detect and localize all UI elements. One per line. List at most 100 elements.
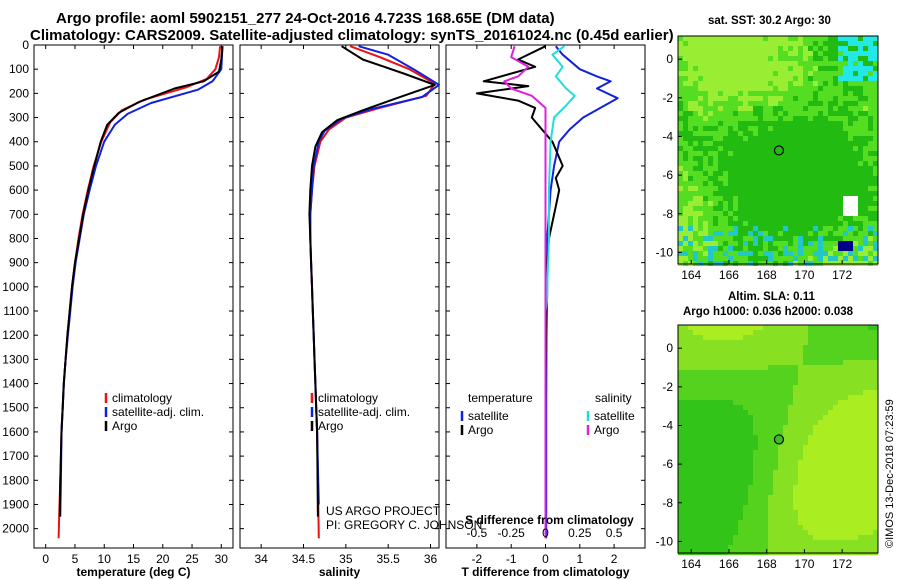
map-cell xyxy=(848,430,853,435)
map-cell xyxy=(798,171,803,176)
map-cell xyxy=(873,71,878,76)
map-cell xyxy=(768,500,773,505)
map-cell xyxy=(818,181,823,186)
map-cell xyxy=(858,365,863,370)
map-cell xyxy=(863,425,868,430)
map-cell xyxy=(858,86,863,91)
map-cell xyxy=(678,375,683,380)
map-cell xyxy=(733,251,738,256)
map-cell xyxy=(853,36,858,41)
map-cell xyxy=(873,395,878,400)
map-cell xyxy=(773,166,778,171)
map-cell xyxy=(853,455,858,460)
map-cell xyxy=(713,440,718,445)
map-cell xyxy=(763,400,768,405)
map-cell xyxy=(823,111,828,116)
map-cell xyxy=(868,510,873,515)
map-cell xyxy=(763,196,768,201)
map-cell xyxy=(848,246,853,251)
map-cell xyxy=(688,216,693,221)
map-cell xyxy=(803,330,808,335)
map-cell xyxy=(798,181,803,186)
map-cell xyxy=(733,161,738,166)
map-cell xyxy=(863,196,868,201)
map-cell xyxy=(823,515,828,520)
map-cell xyxy=(783,345,788,350)
map-cell xyxy=(773,485,778,490)
map-cell xyxy=(748,415,753,420)
map-cell xyxy=(723,500,728,505)
map-cell xyxy=(868,41,873,46)
map-cell xyxy=(873,201,878,206)
map-cell xyxy=(688,146,693,151)
map-cell xyxy=(708,161,713,166)
map-cell xyxy=(753,545,758,550)
map-cell xyxy=(733,535,738,540)
map-cell xyxy=(858,515,863,520)
map-cell xyxy=(723,400,728,405)
map-cell xyxy=(748,116,753,121)
map-cell xyxy=(828,176,833,181)
map-cell xyxy=(718,355,723,360)
map-cell xyxy=(718,335,723,340)
map-cell xyxy=(738,251,743,256)
map-cell xyxy=(688,375,693,380)
map-cell xyxy=(763,335,768,340)
map-cell xyxy=(788,405,793,410)
map-cell xyxy=(723,325,728,330)
map-cell xyxy=(713,66,718,71)
map-cell xyxy=(863,251,868,256)
map-cell xyxy=(688,475,693,480)
map-cell xyxy=(798,455,803,460)
map-cell xyxy=(853,490,858,495)
map-cell xyxy=(708,61,713,66)
map-cell xyxy=(818,330,823,335)
map-cell xyxy=(818,201,823,206)
map-cell xyxy=(808,121,813,126)
map-cell xyxy=(823,226,828,231)
map-cell xyxy=(763,156,768,161)
map-cell xyxy=(788,425,793,430)
map-cell xyxy=(853,510,858,515)
map-cell xyxy=(678,405,683,410)
map-cell xyxy=(693,545,698,550)
map-cell xyxy=(808,395,813,400)
map-cell xyxy=(783,430,788,435)
map-cell xyxy=(788,251,793,256)
map-cell xyxy=(768,251,773,256)
map-cell xyxy=(868,535,873,540)
map-cell xyxy=(783,71,788,76)
map-cell xyxy=(843,181,848,186)
map-cell xyxy=(698,500,703,505)
map-cell xyxy=(713,141,718,146)
map-cell xyxy=(788,61,793,66)
map-cell xyxy=(808,440,813,445)
map-cell xyxy=(773,206,778,211)
map-cell xyxy=(703,440,708,445)
map-cell xyxy=(693,56,698,61)
map-cell xyxy=(723,236,728,241)
map-cell xyxy=(858,465,863,470)
map-cell xyxy=(683,101,688,106)
map-cell xyxy=(733,325,738,330)
map-cell xyxy=(868,231,873,236)
map-cell xyxy=(833,360,838,365)
map-cell xyxy=(813,81,818,86)
map-cell xyxy=(788,365,793,370)
x-tick-label: -1 xyxy=(506,552,517,566)
map-cell xyxy=(838,520,843,525)
map-cell xyxy=(733,91,738,96)
map-cell xyxy=(753,251,758,256)
map-cell xyxy=(743,111,748,116)
map-cell xyxy=(803,460,808,465)
map-cell xyxy=(803,535,808,540)
map-cell xyxy=(728,520,733,525)
map-cell xyxy=(723,525,728,530)
map-cell xyxy=(778,365,783,370)
map-cell xyxy=(813,395,818,400)
map-cell xyxy=(713,520,718,525)
map-cell xyxy=(728,91,733,96)
map-cell xyxy=(853,375,858,380)
map-cell xyxy=(683,480,688,485)
map-cell xyxy=(763,226,768,231)
